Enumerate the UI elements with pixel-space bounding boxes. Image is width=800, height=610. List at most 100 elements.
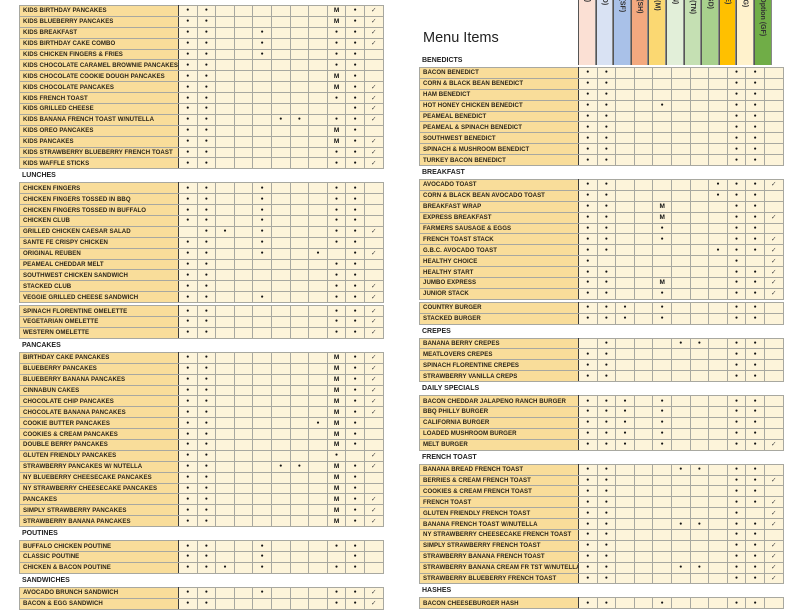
contains-dot-cell: ● [196,204,217,217]
empty-cell [215,460,235,473]
empty-cell [689,287,710,300]
empty-cell [689,88,710,101]
contains-dot-cell: ● [289,460,310,473]
contains-dot-cell: ● [745,77,765,90]
table-row: KIDS FRENCH TOAST ● ● ● ● ✓ [19,92,384,105]
empty-cell [763,200,784,213]
contains-dot-cell: ● [578,406,598,418]
empty-cell [708,561,728,574]
contains-dot-cell: ● [745,550,765,563]
menu-item-name: DOUBLE BERRY PANCAKES [19,438,179,451]
contains-dot-cell: ● [578,359,598,372]
empty-cell [233,449,254,462]
may-contain-cell: M [326,373,347,386]
contains-dot-cell: ● [178,586,198,599]
empty-cell [233,316,254,328]
menu-item-name: BANANA BERRY CREPES [419,337,579,350]
empty-cell [633,200,654,213]
column-header-label: Gluten (G) [742,0,749,8]
table-row: CHICKEN FINGERS TOSSED IN BUFFALO ● ● ● ● ● [19,204,384,217]
contains-dot-cell: ● [578,277,598,289]
table-row: SIMPLY STRAWBERRY FRENCH TOAST ● ● ● ● ✓ [419,539,784,552]
contains-dot-cell: ● [326,540,347,552]
check-icon: ✓ [763,244,784,257]
column-header-label: Seafood (SF) [618,0,625,12]
contains-dot-cell: ● [615,438,635,451]
empty-cell [289,135,310,148]
may-contain-cell: M [326,460,347,473]
empty-cell [633,154,654,167]
empty-cell [652,179,672,191]
contains-dot-cell: ● [726,406,747,418]
empty-cell [308,113,328,126]
empty-cell [289,384,310,397]
contains-dot-cell: ● [345,59,365,72]
contains-dot-cell: ● [196,269,217,282]
contains-dot-cell: ● [196,215,217,227]
empty-cell [270,449,291,462]
table-row: KIDS BLUEBERRY PANCAKES ● ● M ● ✓ [19,15,384,28]
contains-dot-cell: ● [596,277,617,289]
contains-dot-cell: ● [345,157,365,170]
contains-dot-cell: ● [345,515,365,528]
contains-dot-cell: ● [326,586,347,599]
allergen-table: COUNTRY BURGER ● ● ● ● ● ● STACKED BURGER ● ● ● ● ● ● [419,301,784,325]
menu-item-name: FRENCH TOAST [419,496,579,509]
check-icon: ✓ [763,266,784,279]
contains-dot-cell: ● [745,277,765,289]
contains-dot-cell: ● [596,416,617,429]
contains-dot-cell: ● [726,222,747,235]
menu-item-name: HEALTHY START [419,266,579,279]
empty-cell [308,561,328,574]
menu-item-name: BUFFALO CHICKEN POUTINE [19,540,179,552]
empty-cell [363,59,384,72]
contains-dot-cell: ● [178,182,198,195]
contains-dot-cell: ● [270,460,291,473]
empty-cell [308,471,328,484]
empty-cell [215,438,235,451]
menu-item-name: KIDS BANANA FRENCH TOAST W/NUTELLA [19,113,179,126]
check-icon: ✓ [763,539,784,552]
section-heading-breakfast: BREAKFAST [422,169,465,177]
menu-item-name: CHICKEN FINGERS TOSSED IN BUFFALO [19,204,179,217]
menu-item-name: KIDS FRENCH TOAST [19,92,179,105]
may-contain-cell: M [652,200,672,213]
table-row: COOKIES & CREAM PANCAKES ● ● M ● [19,428,384,440]
check-icon: ✓ [763,438,784,451]
contains-dot-cell: ● [196,157,217,170]
check-icon: ✓ [363,493,384,506]
contains-dot-cell: ● [578,287,598,300]
empty-cell [615,77,635,90]
contains-dot-cell: ● [689,337,710,350]
contains-dot-cell: ● [652,233,672,246]
empty-cell [308,146,328,159]
table-row: PEAMEAL & SPINACH BENEDICT ● ● ● ● [419,121,784,134]
empty-cell [633,561,654,574]
empty-cell [633,110,654,123]
empty-cell [615,255,635,268]
empty-cell [689,200,710,213]
check-icon: ✓ [763,561,784,574]
empty-cell [652,132,672,145]
may-contain-cell: M [326,438,347,451]
empty-cell [708,222,728,235]
empty-cell [215,326,235,339]
contains-dot-cell: ● [578,67,598,79]
menu-item-name: KIDS CHOCOLATE CARAMEL BROWNIE PANCAKES [19,59,179,72]
contains-dot-cell: ● [196,135,217,148]
empty-cell [215,193,235,206]
menu-item-name: KIDS BLUEBERRY PANCAKES [19,15,179,28]
empty-cell [615,233,635,246]
empty-cell [289,59,310,72]
empty-cell [270,438,291,451]
contains-dot-cell: ● [196,193,217,206]
contains-dot-cell: ● [689,561,710,574]
contains-dot-cell: ● [178,37,198,50]
table-row: EXPRESS BREAKFAST ● ● M ● ● ✓ [419,211,784,224]
contains-dot-cell: ● [652,438,672,451]
contains-dot-cell: ● [578,348,598,361]
menu-item-name: G.B.C. AVOCADO TOAST [419,244,579,257]
contains-dot-cell: ● [252,561,272,574]
empty-cell [233,586,254,599]
empty-cell [289,193,310,206]
